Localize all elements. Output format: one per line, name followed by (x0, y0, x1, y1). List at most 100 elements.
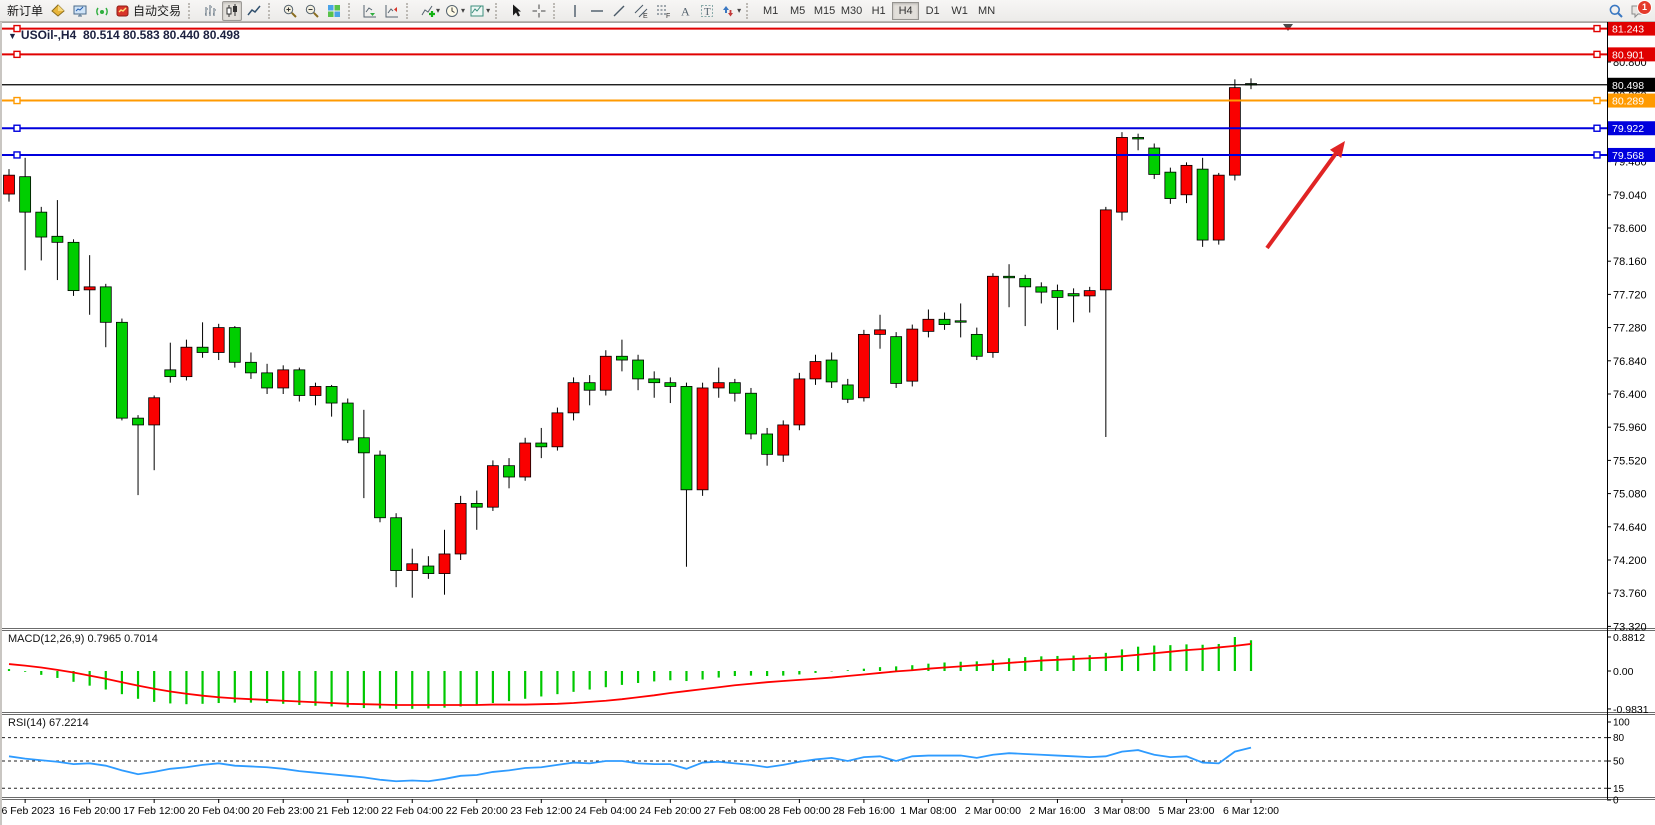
svg-text:22 Feb 20:00: 22 Feb 20:00 (446, 805, 508, 817)
tf-button-M5[interactable]: M5 (789, 4, 806, 17)
notifications-button[interactable]: 1 (1628, 0, 1652, 21)
svg-text:80.289: 80.289 (1612, 96, 1644, 108)
svg-text:0.8812: 0.8812 (1613, 632, 1645, 644)
new-order-label: 新订单 (7, 4, 44, 18)
tf-button-MN[interactable]: MN (978, 4, 996, 17)
cursor-icon[interactable] (507, 1, 527, 21)
chart-shift-icon[interactable] (382, 1, 402, 21)
timeframe-group: M1 M5 M15 M30 H1 H4 D1 W1 MN (757, 1, 1000, 20)
new-order-button[interactable]: 新订单 (4, 1, 46, 21)
tf-button-M30[interactable]: M30 (840, 4, 863, 17)
svg-text:17 Feb 12:00: 17 Feb 12:00 (123, 805, 185, 817)
fibonacci-icon[interactable]: F (653, 1, 673, 21)
svg-text:0.00: 0.00 (1613, 666, 1634, 678)
signal-icon[interactable] (92, 1, 112, 21)
autotrading-button[interactable]: 自动交易 (114, 1, 184, 21)
macd-panel-resize-handle[interactable] (0, 628, 1655, 631)
price-line-81.243[interactable] (2, 24, 1607, 33)
rsi-indicator-label: RSI(14) 67.2214 (8, 717, 89, 729)
chevron-down-icon: ▾ (486, 6, 491, 15)
trend-arrow-annotation[interactable] (1265, 141, 1345, 250)
chart-title: ▼ USOil-,H4 80.514 80.583 80.440 80.498 (8, 28, 240, 42)
svg-text:75.520: 75.520 (1613, 455, 1647, 467)
svg-text:79.922: 79.922 (1612, 123, 1644, 135)
line-handle (13, 124, 21, 132)
svg-text:80: 80 (1613, 733, 1625, 744)
line-handle (1593, 124, 1601, 132)
bars-chart-icon[interactable] (200, 1, 220, 21)
chevron-down-icon: ▾ (737, 6, 742, 15)
svg-text:23 Feb 12:00: 23 Feb 12:00 (510, 805, 572, 817)
line-handle (13, 50, 21, 59)
line-handle (1593, 24, 1601, 33)
price-axis-ticks: 80.80080.36079.92079.48079.04078.60078.1… (1607, 57, 1647, 633)
svg-text:20 Feb 04:00: 20 Feb 04:00 (188, 805, 250, 817)
price-line-79.568[interactable] (2, 151, 1607, 159)
label-icon[interactable]: T (697, 1, 717, 21)
tf-button-W1[interactable]: W1 (951, 4, 968, 17)
chevron-down-icon: ▾ (436, 6, 441, 15)
notification-badge: 1 (1637, 0, 1652, 15)
template-button[interactable]: ▾ (468, 1, 491, 21)
channel-icon[interactable]: E (631, 1, 651, 21)
rsi-panel-resize-handle[interactable] (0, 712, 1655, 715)
period-clock-button[interactable]: ▾ (443, 1, 466, 21)
svg-text:76.840: 76.840 (1613, 356, 1647, 368)
svg-text:22 Feb 04:00: 22 Feb 04:00 (381, 805, 443, 817)
svg-text:74.200: 74.200 (1613, 555, 1647, 567)
tf-button-H1[interactable]: H1 (871, 4, 886, 17)
zoom-out-icon[interactable] (302, 1, 322, 21)
window-left-border (0, 22, 2, 825)
candlestick-chart-icon[interactable] (222, 0, 243, 21)
gold-diamond-icon[interactable] (48, 1, 68, 21)
rsi-level-lines (2, 737, 1607, 789)
svg-text:-0.9831: -0.9831 (1613, 704, 1649, 716)
tf-button-M1[interactable]: M1 (762, 4, 779, 17)
line-chart-icon[interactable] (244, 1, 264, 21)
market-watch-icon[interactable] (70, 1, 90, 21)
tf-button-M15[interactable]: M15 (813, 4, 836, 17)
chevron-down-icon: ▾ (461, 6, 466, 15)
panel-borders (0, 22, 1655, 800)
vertical-line-icon[interactable] (565, 1, 585, 21)
svg-text:A: A (681, 4, 690, 18)
zoom-in-icon[interactable] (280, 1, 300, 21)
auto-scroll-icon[interactable] (360, 1, 380, 21)
time-axis-labels: 16 Feb 2023 16 Feb 20:00 17 Feb 12:00 20 Fe… (0, 799, 1279, 817)
svg-text:81.243: 81.243 (1612, 24, 1644, 36)
line-handle (1593, 96, 1601, 105)
price-line-79.922[interactable] (2, 124, 1607, 132)
horizontal-line-icon[interactable] (587, 1, 607, 21)
chart-symbol: USOil-,H4 (20, 28, 77, 42)
price-line-80.901[interactable] (2, 50, 1607, 59)
arrows-icon[interactable]: ▾ (719, 1, 742, 21)
svg-text:73.760: 73.760 (1613, 588, 1647, 600)
svg-text:20 Feb 23:00: 20 Feb 23:00 (252, 805, 314, 817)
text-icon[interactable]: A (675, 1, 695, 21)
autotrading-label: 自动交易 (133, 4, 182, 18)
tf-button-D1[interactable]: D1 (925, 4, 940, 17)
tf-button-H4[interactable]: H4 (892, 1, 920, 20)
svg-text:78.600: 78.600 (1613, 223, 1647, 235)
svg-text:77.720: 77.720 (1613, 289, 1647, 301)
svg-text:100: 100 (1613, 718, 1630, 729)
indicators-add-button[interactable]: ▾ (418, 1, 441, 21)
price-badges: 81.243 80.901 80.498 80.289 79.922 79.568 (1608, 21, 1655, 162)
svg-text:0: 0 (1613, 796, 1619, 807)
svg-text:79.568: 79.568 (1612, 150, 1644, 162)
trendline-icon[interactable] (609, 1, 629, 21)
macd-histogram (7, 636, 1253, 709)
search-icon[interactable] (1606, 1, 1626, 21)
crosshair-icon[interactable] (529, 1, 549, 21)
svg-text:28 Feb 00:00: 28 Feb 00:00 (768, 805, 830, 817)
rsi-axis-labels: 100 80 50 150 (1607, 718, 1630, 807)
symbol-dropdown-icon[interactable]: ▼ (8, 31, 17, 41)
line-handle (1593, 50, 1601, 59)
tile-windows-icon[interactable] (324, 1, 344, 21)
price-line-80.289[interactable] (2, 96, 1607, 105)
svg-text:24 Feb 20:00: 24 Feb 20:00 (639, 805, 701, 817)
toolbar-grip (495, 2, 501, 19)
svg-text:27 Feb 08:00: 27 Feb 08:00 (704, 805, 766, 817)
